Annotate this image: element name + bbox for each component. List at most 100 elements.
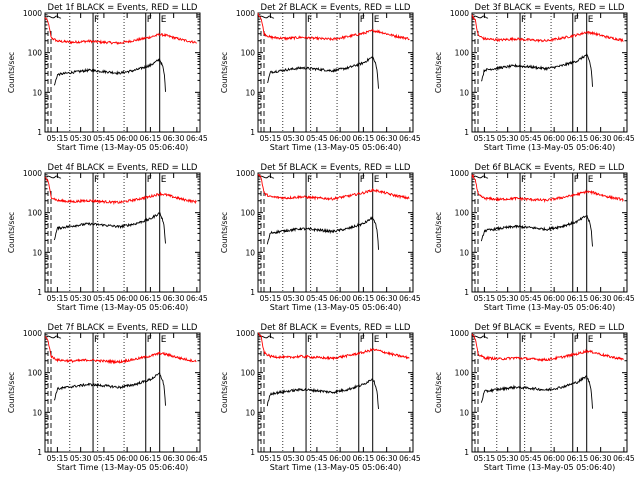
interval-marker-label: E — [374, 335, 380, 345]
x-tick-label: 05:45 — [306, 294, 328, 303]
x-tick-label: 05:45 — [93, 294, 115, 303]
x-tick-label: 06:00 — [543, 134, 565, 143]
x-axis-label: Start Time (13-May-05 05:06:40) — [484, 463, 615, 472]
interval-marker-label: E — [161, 175, 167, 185]
y-tick-label: 100 — [28, 49, 43, 58]
x-tick-label: 06:45 — [399, 134, 421, 143]
y-tick-label: 10 — [459, 408, 469, 417]
y-tick-label: 1 — [464, 128, 469, 137]
x-tick-label: 05:45 — [93, 134, 115, 143]
interval-marker-label: F — [94, 175, 99, 185]
x-axis-label: Start Time (13-May-05 05:06:40) — [270, 463, 401, 472]
x-tick-label: 05:45 — [520, 454, 542, 463]
x-tick-label: 06:45 — [186, 294, 208, 303]
series-lld-red — [257, 332, 410, 361]
x-tick-label: 05:15 — [47, 134, 69, 143]
start-glyph — [259, 175, 275, 179]
series-lld-red — [471, 14, 624, 43]
panel-det-3f: Det 3f BLACK = Events, RED = LLD 1 10 100 10… — [434, 3, 635, 152]
x-axis-label: Start Time (13-May-05 05:06:40) — [270, 303, 401, 312]
panel-det-9f: Det 9f BLACK = Events, RED = LLD 1 10 100 10… — [434, 323, 635, 472]
axes-frame — [44, 172, 201, 293]
panel-det-7f: Det 7f BLACK = Events, RED = LLD 1 10 100 10… — [7, 323, 208, 472]
x-tick-label: 05:45 — [306, 454, 328, 463]
x-axis-label: Start Time (13-May-05 05:06:40) — [57, 303, 188, 312]
series-lld-red — [257, 173, 410, 201]
series-events-black — [53, 212, 166, 244]
x-axis-label: Start Time (13-May-05 05:06:40) — [57, 143, 188, 152]
x-tick-label: 05:30 — [497, 134, 519, 143]
start-glyph — [473, 175, 489, 179]
interval-marker-label: E — [161, 15, 167, 25]
x-axis-label: Start Time (13-May-05 05:06:40) — [57, 463, 188, 472]
start-glyph — [46, 15, 62, 19]
y-tick-label: 100 — [241, 209, 256, 218]
y-tick-label: 1000 — [236, 329, 255, 338]
axes-frame — [44, 12, 201, 133]
y-tick-label: 10 — [245, 88, 255, 97]
x-tick-label: 05:15 — [260, 134, 282, 143]
x-tick-label: 05:15 — [474, 134, 496, 143]
x-tick-label: 06:30 — [590, 134, 612, 143]
y-tick-label: 100 — [241, 49, 256, 58]
y-tick-label: 1 — [464, 448, 469, 457]
x-tick-label: 05:15 — [47, 454, 69, 463]
start-glyph — [259, 15, 275, 19]
x-tick-label: 06:30 — [590, 454, 612, 463]
interval-marker-label: E — [161, 335, 167, 345]
series-events-black — [480, 214, 593, 247]
y-tick-label: 10 — [459, 88, 469, 97]
axes-frame — [471, 172, 628, 293]
x-tick-label: 05:15 — [260, 454, 282, 463]
interval-marker-label: F — [307, 15, 312, 25]
series-events-black — [480, 53, 593, 87]
interval-marker-label: F — [360, 175, 365, 185]
interval-marker-label: F — [94, 15, 99, 25]
y-tick-label: 10 — [32, 88, 42, 97]
y-tick-label: 10 — [459, 248, 469, 257]
y-tick-label: 1000 — [236, 169, 255, 178]
x-tick-label: 06:15 — [567, 454, 589, 463]
y-tick-label: 10 — [245, 248, 255, 257]
y-tick-label: 1 — [250, 128, 255, 137]
y-tick-label: 100 — [241, 369, 256, 378]
y-tick-label: 100 — [455, 209, 470, 218]
panel-det-4f: Det 4f BLACK = Events, RED = LLD 1 10 100 10… — [7, 163, 208, 312]
y-axis-label: Counts/sec — [434, 212, 443, 253]
interval-marker-label: F — [574, 175, 579, 185]
y-tick-label: 10 — [32, 408, 42, 417]
panel-title: Det 6f BLACK = Events, RED = LLD — [475, 163, 625, 173]
y-tick-label: 1000 — [450, 169, 469, 178]
x-tick-label: 06:45 — [399, 454, 421, 463]
start-glyph — [259, 335, 275, 339]
x-tick-label: 05:15 — [47, 294, 69, 303]
panel-title: Det 3f BLACK = Events, RED = LLD — [475, 3, 625, 13]
x-tick-label: 06:15 — [353, 454, 375, 463]
x-axis-label: Start Time (13-May-05 05:06:40) — [484, 143, 615, 152]
interval-marker-label: F — [521, 175, 526, 185]
y-tick-label: 100 — [455, 369, 470, 378]
interval-marker-label: F — [307, 335, 312, 345]
interval-marker-label: F — [574, 15, 579, 25]
series-events-black — [53, 372, 166, 406]
y-axis-label: Counts/sec — [220, 212, 229, 253]
axes-frame — [471, 12, 628, 133]
axes-frame — [257, 332, 414, 453]
panel-title: Det 2f BLACK = Events, RED = LLD — [261, 3, 411, 13]
panel-det-6f: Det 6f BLACK = Events, RED = LLD 1 10 100 10… — [434, 163, 635, 312]
x-tick-label: 05:45 — [520, 134, 542, 143]
x-tick-label: 06:15 — [567, 134, 589, 143]
series-lld-red — [44, 176, 197, 206]
y-axis-label: Counts/sec — [220, 372, 229, 413]
x-tick-label: 06:30 — [163, 134, 185, 143]
y-axis-label: Counts/sec — [7, 52, 16, 93]
x-tick-label: 06:00 — [543, 454, 565, 463]
y-tick-label: 1000 — [23, 169, 42, 178]
interval-marker-label: F — [147, 175, 152, 185]
y-axis-label: Counts/sec — [434, 52, 443, 93]
series-lld-red — [257, 12, 410, 42]
interval-marker-label: F — [307, 175, 312, 185]
y-axis-label: Counts/sec — [7, 372, 16, 413]
x-tick-label: 05:30 — [70, 294, 92, 303]
x-axis-label: Start Time (13-May-05 05:06:40) — [484, 303, 615, 312]
